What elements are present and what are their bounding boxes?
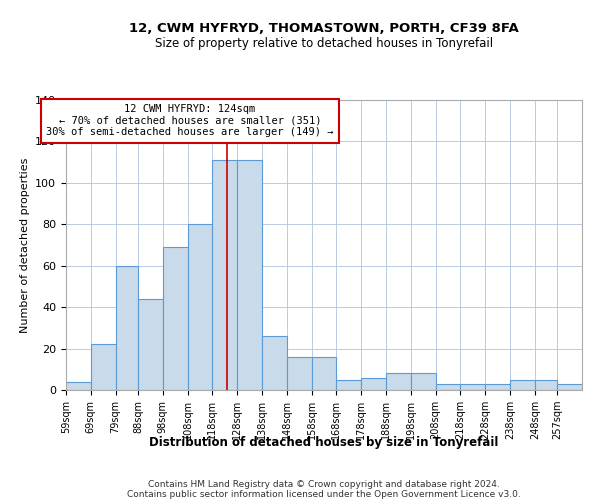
- Bar: [386, 374, 411, 390]
- Bar: [188, 224, 212, 390]
- Text: Distribution of detached houses by size in Tonyrefail: Distribution of detached houses by size …: [149, 436, 499, 449]
- Text: Size of property relative to detached houses in Tonyrefail: Size of property relative to detached ho…: [155, 38, 493, 51]
- Bar: [212, 160, 237, 390]
- Bar: [557, 384, 582, 390]
- Bar: [460, 384, 485, 390]
- Bar: [337, 380, 361, 390]
- Text: Contains HM Land Registry data © Crown copyright and database right 2024.
Contai: Contains HM Land Registry data © Crown c…: [127, 480, 521, 500]
- Text: 12 CWM HYFRYD: 124sqm
← 70% of detached houses are smaller (351)
30% of semi-det: 12 CWM HYFRYD: 124sqm ← 70% of detached …: [46, 104, 334, 138]
- Bar: [91, 344, 116, 390]
- Bar: [361, 378, 386, 390]
- Bar: [138, 299, 163, 390]
- Bar: [535, 380, 557, 390]
- Y-axis label: Number of detached properties: Number of detached properties: [20, 158, 29, 332]
- Bar: [287, 357, 311, 390]
- Bar: [411, 374, 436, 390]
- Bar: [66, 382, 91, 390]
- Bar: [262, 336, 287, 390]
- Bar: [163, 247, 188, 390]
- Bar: [510, 380, 535, 390]
- Bar: [436, 384, 460, 390]
- Bar: [237, 160, 262, 390]
- Text: 12, CWM HYFRYD, THOMASTOWN, PORTH, CF39 8FA: 12, CWM HYFRYD, THOMASTOWN, PORTH, CF39 …: [129, 22, 519, 36]
- Bar: [311, 357, 337, 390]
- Bar: [116, 266, 138, 390]
- Bar: [485, 384, 510, 390]
